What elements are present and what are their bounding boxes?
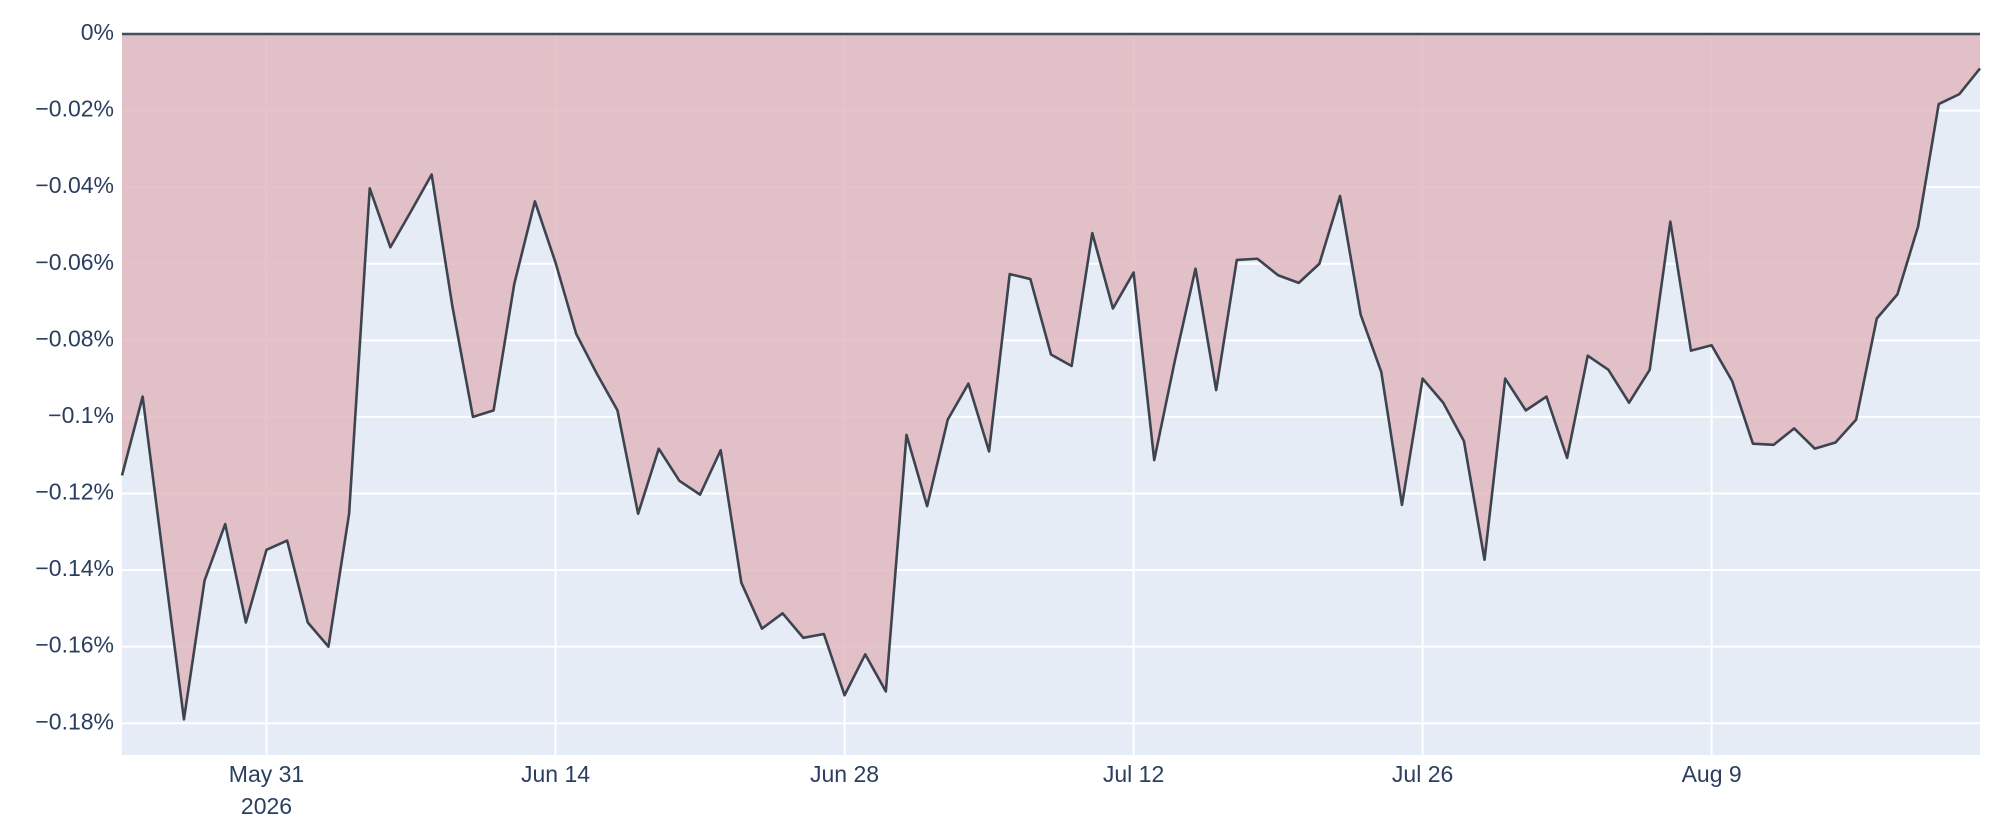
- x-tick-label: May 31: [229, 761, 304, 787]
- x-tick-label: Jun 14: [521, 761, 590, 787]
- y-tick-label: −0.16%: [35, 632, 114, 658]
- y-tick-label: −0.08%: [35, 325, 114, 351]
- y-tick-label: −0.1%: [48, 402, 114, 428]
- x-tick-year: 2026: [241, 793, 292, 819]
- x-tick-label: Jul 26: [1392, 761, 1453, 787]
- drawdown-area: [122, 34, 1980, 720]
- y-tick-label: −0.18%: [35, 708, 114, 734]
- y-tick-label: −0.02%: [35, 96, 114, 122]
- x-tick-label: Jun 28: [810, 761, 879, 787]
- x-tick-label: Jul 12: [1103, 761, 1164, 787]
- y-tick-label: 0%: [81, 19, 114, 45]
- y-tick-label: −0.04%: [35, 172, 114, 198]
- drawdown-line: [120, 67, 1982, 721]
- y-tick-label: −0.06%: [35, 249, 114, 275]
- x-tick-label: Aug 9: [1682, 761, 1742, 787]
- y-tick-label: −0.14%: [35, 555, 114, 581]
- y-tick-label: −0.12%: [35, 479, 114, 505]
